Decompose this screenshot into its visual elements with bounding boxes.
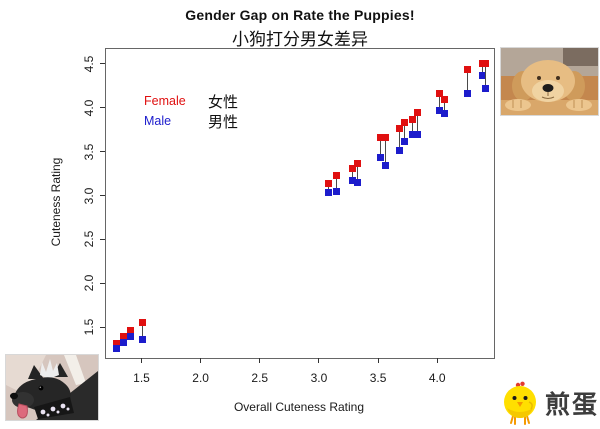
pair-connector [403,122,405,142]
female-point [120,333,128,341]
female-point [413,108,421,116]
pair-connector [439,93,441,111]
pair-connector [336,175,338,192]
legend-male-label-zh: 男性 [208,113,239,131]
y-axis-tick-label: 4.0 [82,99,96,117]
male-point [324,189,332,197]
y-axis-tick [100,107,105,109]
male-point [440,110,448,118]
watermark: 煎蛋 [501,380,599,426]
male-point [113,344,121,352]
female-point [478,60,486,68]
black-dog-illustration [6,355,98,420]
pair-connector [398,128,400,151]
y-axis-tick-label: 3.5 [82,143,96,161]
legend-male-label: Male [144,114,172,128]
pair-connector [384,137,386,166]
y-axis-tick-label: 2.0 [82,275,96,292]
male-point [413,130,421,138]
male-point [120,338,128,346]
male-point [376,154,384,162]
legend-female-label: Female [144,94,186,108]
male-point [478,71,486,79]
legend-row-male: Male 男性 [144,111,238,131]
x-axis-tick [318,358,320,363]
female-point [113,340,121,348]
legend-row-female: Female 女性 [144,91,238,111]
pair-connector [443,99,445,114]
male-point [139,336,147,344]
x-axis-tick-label: 2.5 [251,371,269,385]
y-axis-tick-label: 2.5 [82,231,96,248]
legend-female-label-zh: 女性 [208,93,239,111]
pair-connector [357,163,359,183]
chick-icon [504,381,536,425]
y-axis-tick [100,151,105,153]
x-axis-tick-label: 3.5 [369,371,387,385]
x-axis-tick [140,358,142,363]
pair-connector [411,119,413,135]
male-point [464,90,472,98]
male-point [482,85,490,92]
x-axis-tick-label: 2.0 [192,371,209,385]
x-axis-tick-label: 3.0 [310,371,328,385]
y-axis-tick [100,238,105,240]
x-axis-label: Overall Cuteness Rating [233,400,365,414]
female-point [436,90,444,98]
female-point [440,95,448,103]
female-point [376,134,384,142]
female-point [400,119,408,127]
y-axis-tick [100,326,105,328]
x-axis-tick [200,358,202,363]
male-point [354,178,362,186]
golden-puppy-illustration [501,48,598,115]
female-point [381,134,389,142]
pair-connector [481,63,483,76]
pair-connector [416,112,418,135]
female-point [408,115,416,123]
female-point [354,159,362,167]
male-point [395,147,403,155]
pair-connector [351,168,353,181]
y-axis-tick-label: 1.5 [82,318,96,336]
female-point [464,65,472,73]
male-point [400,137,408,145]
pair-connector [379,137,381,158]
y-axis-tick [100,63,105,65]
x-axis-tick [259,358,261,363]
female-point [127,327,135,335]
female-point [482,60,490,68]
black-dog-with-mohawk-photo [5,354,99,421]
male-point [348,177,356,185]
x-axis-tick [377,358,379,363]
female-point [395,124,403,132]
x-axis-tick-label: 4.0 [428,371,446,385]
male-point [381,162,389,170]
pair-connector [142,322,144,340]
pair-connector [327,183,329,193]
pair-connector [485,63,487,89]
y-axis-tick-label: 4.5 [82,55,96,73]
female-point [348,164,356,172]
y-axis-tick-label: 3.0 [82,187,96,204]
x-axis-tick-label: 1.5 [133,371,150,385]
y-axis-label: Cuteness Rating [49,157,63,247]
male-point [408,130,416,138]
male-point [127,332,135,340]
watermark-text: 煎蛋 [545,391,600,419]
female-point [324,179,332,187]
legend: Female 女性 Male 男性 [144,91,238,131]
y-axis-tick [100,282,105,284]
y-axis-tick [100,195,105,197]
male-point [333,187,341,195]
x-axis-tick [436,358,438,363]
chart-subtitle: 小狗打分男女差异 [232,30,368,49]
female-point [333,171,341,179]
plot-area: Female 女性 Male 男性 1.5 2.0 2.5 3.0 3.5 4.0 1.5 2… [82,48,495,385]
chart-title: Gender Gap on Rate the Puppies! [185,7,415,23]
female-point [139,318,147,326]
male-point [436,106,444,114]
sleeping-golden-puppy-photo [500,47,599,116]
pair-connector [467,69,469,94]
